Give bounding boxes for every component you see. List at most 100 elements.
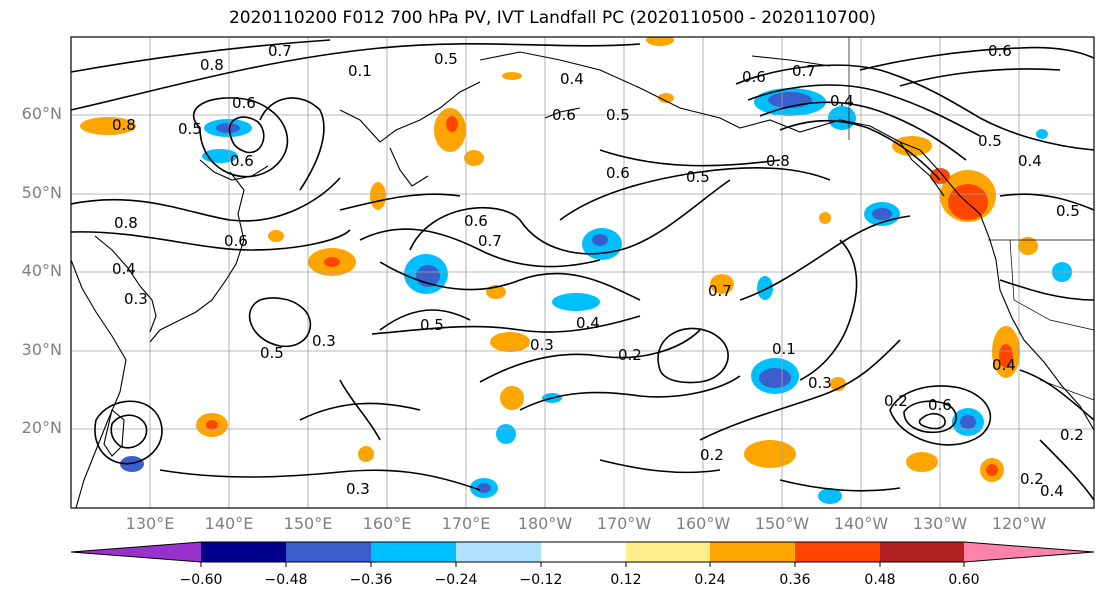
contour-label: 0.6 (464, 212, 488, 230)
lat-label: 60°N (21, 104, 62, 123)
lon-label: 160°W (675, 514, 731, 533)
contour-label: 0.5 (978, 132, 1002, 150)
anomaly-patch (872, 208, 892, 220)
anomaly-patch (646, 37, 674, 46)
contour-label: 0.5 (260, 344, 284, 362)
contour-label: 0.8 (200, 56, 224, 74)
lon-label: 130°E (125, 514, 175, 533)
contour-label: 0.2 (1060, 426, 1084, 444)
contour-label: 0.6 (552, 106, 576, 124)
colorbar-cell (71, 542, 201, 562)
colorbar-tick-label: −0.48 (264, 572, 308, 588)
anomaly-patch (757, 276, 773, 300)
colorbar-tick-label: 0.12 (610, 572, 642, 588)
lon-label: 140°W (833, 514, 889, 533)
contour-label: 0.3 (124, 290, 148, 308)
anomaly-patch (552, 293, 600, 311)
anomaly-patch (358, 446, 374, 462)
contour-label: 0.6 (230, 152, 254, 170)
contour-label: 0.4 (830, 92, 854, 110)
anomaly-patch (768, 92, 812, 108)
contour-label: 0.5 (420, 316, 444, 334)
colorbar-cell (371, 542, 456, 562)
contour-labels: 0.7 0.5 0.8 0.6 0.1 0.4 0.6 0.5 0.6 0.7 … (112, 42, 1084, 500)
plot-title: 2020110200 F012 700 hPa PV, IVT Landfall… (228, 8, 876, 28)
anomaly-patch (370, 182, 386, 210)
anomaly-patch (819, 212, 831, 224)
anomaly-patch (658, 93, 674, 103)
lon-label: 160°E (362, 514, 412, 533)
colorbar-cell (795, 542, 880, 562)
anomaly-patch (268, 230, 284, 242)
contour-label: 0.4 (1018, 152, 1042, 170)
pv-contours (71, 39, 1094, 501)
contour-label: 0.6 (606, 164, 630, 182)
plot-frame (70, 36, 1095, 509)
colorbar-cell (541, 542, 626, 562)
contour-label: 0.5 (606, 106, 630, 124)
anomaly-patch (446, 116, 458, 132)
anomaly-patch (592, 234, 608, 246)
coastlines (71, 51, 1094, 508)
lon-label: 150°W (754, 514, 810, 533)
contour-label: 0.1 (348, 62, 372, 80)
anomaly-patch (818, 488, 842, 504)
anomaly-patch (759, 368, 791, 388)
lon-label: 180°W (517, 514, 573, 533)
lat-label: 40°N (21, 261, 62, 280)
contour-label: 0.4 (560, 70, 584, 88)
anomaly-patch (206, 420, 218, 430)
anomaly-patch (960, 415, 976, 429)
anomaly-patch (477, 483, 491, 493)
anomaly-patch (710, 274, 734, 294)
contour-label: 0.5 (686, 168, 710, 186)
colorbar-cell (710, 542, 795, 562)
shaded-anomalies (80, 37, 1072, 504)
anomaly-patch (216, 123, 240, 133)
colorbar-tick-label: −0.60 (179, 572, 223, 588)
contour-label: 0.1 (772, 340, 796, 358)
contour-label: 0.2 (884, 392, 908, 410)
lat-label: 30°N (21, 340, 62, 359)
contour-label: 0.8 (766, 152, 790, 170)
colorbar-cell (880, 542, 964, 562)
contour-label: 0.6 (928, 396, 952, 414)
contour-label: 0.8 (112, 116, 136, 134)
colorbar-tick-label: −0.24 (434, 572, 478, 588)
contour-label: 0.5 (434, 50, 458, 68)
colorbar-cell (964, 542, 1094, 562)
anomaly-patch (80, 117, 136, 135)
contour-label: 0.5 (1056, 202, 1080, 220)
lat-label: 50°N (21, 183, 62, 202)
lon-label: 120°W (991, 514, 1047, 533)
map-plot-area: 0.7 0.5 0.8 0.6 0.1 0.4 0.6 0.5 0.6 0.7 … (71, 37, 1094, 508)
anomaly-patch (1018, 237, 1038, 255)
contour-label: 0.6 (742, 68, 766, 86)
anomaly-patch (464, 150, 484, 166)
lon-label: 140°E (204, 514, 254, 533)
anomaly-patch (744, 440, 796, 468)
anomaly-patch (490, 332, 530, 352)
contour-label: 0.8 (114, 214, 138, 232)
contour-label: 0.4 (112, 260, 136, 278)
contour-label: 0.7 (792, 62, 816, 80)
anomaly-patch (892, 136, 932, 156)
contour-label: 0.6 (232, 94, 256, 112)
anomaly-patch (830, 377, 846, 391)
colorbar-tick-label: −0.36 (349, 572, 393, 588)
contour-label: 0.2 (618, 346, 642, 364)
contour-label: 0.7 (268, 42, 292, 60)
colorbar-cell (626, 542, 710, 562)
lon-label: 150°E (283, 514, 333, 533)
colorbar-cell (456, 542, 541, 562)
contour-label: 0.3 (346, 480, 370, 498)
colorbar-cell (286, 542, 371, 562)
lon-label: 170°W (596, 514, 652, 533)
anomaly-patch (324, 257, 340, 267)
gridlines (71, 37, 1094, 508)
anomaly-patch (906, 452, 938, 472)
lon-label: 130°W (912, 514, 968, 533)
anomaly-patch (496, 424, 516, 444)
anomaly-patch (986, 464, 998, 476)
contour-label: 0.6 (224, 232, 248, 250)
